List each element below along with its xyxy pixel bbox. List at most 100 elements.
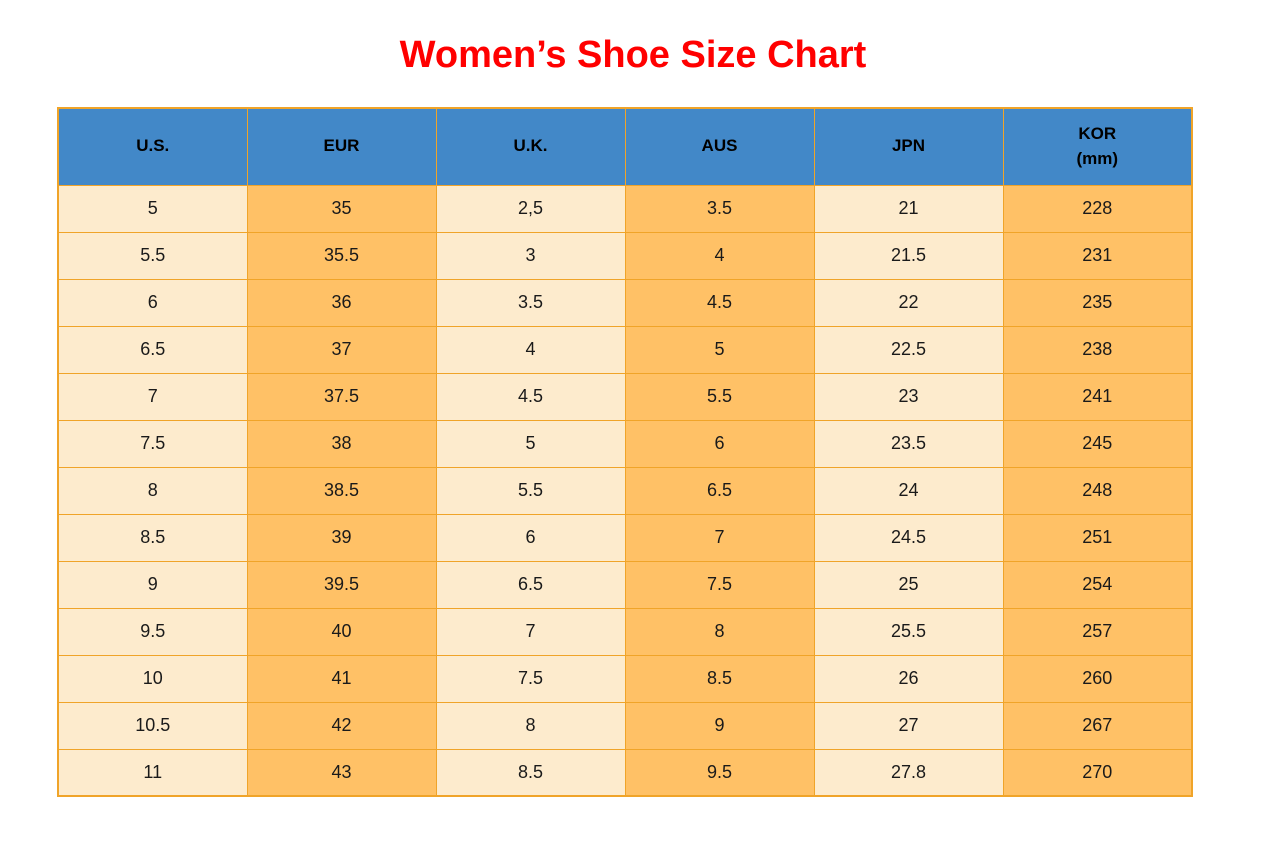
table-cell: 7.5 xyxy=(624,560,815,609)
table-row: 5.5 35.5 3 4 21.5 231 xyxy=(57,231,1193,280)
table-cell: 21 xyxy=(813,184,1004,233)
table-cell: 35 xyxy=(246,184,437,233)
column-header-aus-label: AUS xyxy=(701,136,738,156)
table-cell: 7 xyxy=(57,372,248,421)
table-cell: 41 xyxy=(246,654,437,703)
table-header: U.S. EUR U.K. AUS JPN KOR (mm) xyxy=(57,107,1193,186)
table-cell: 5.5 xyxy=(435,466,626,515)
table-cell: 40 xyxy=(246,607,437,656)
table-row: 7.5 38 5 6 23.5 245 xyxy=(57,419,1193,468)
table-cell: 7.5 xyxy=(435,654,626,703)
table-cell: 8 xyxy=(624,607,815,656)
table-cell: 8 xyxy=(57,466,248,515)
table-cell: 235 xyxy=(1002,278,1193,327)
table-cell: 10.5 xyxy=(57,701,248,750)
table-cell: 257 xyxy=(1002,607,1193,656)
table-row: 8.5 39 6 7 24.5 251 xyxy=(57,513,1193,562)
table-cell: 39.5 xyxy=(246,560,437,609)
table-cell: 10 xyxy=(57,654,248,703)
table-cell: 38 xyxy=(246,419,437,468)
table-cell: 260 xyxy=(1002,654,1193,703)
table-row: 8 38.5 5.5 6.5 24 248 xyxy=(57,466,1193,515)
table-cell: 23 xyxy=(813,372,1004,421)
table-cell: 241 xyxy=(1002,372,1193,421)
table-cell: 6.5 xyxy=(624,466,815,515)
table-cell: 4 xyxy=(435,325,626,374)
table-row: 11 43 8.5 9.5 27.8 270 xyxy=(57,748,1193,797)
table-cell: 24.5 xyxy=(813,513,1004,562)
column-header-kor-label: KOR xyxy=(1078,124,1117,144)
table-row: 9.5 40 7 8 25.5 257 xyxy=(57,607,1193,656)
table-row: 10.5 42 8 9 27 267 xyxy=(57,701,1193,750)
column-header-uk-label: U.K. xyxy=(513,136,548,156)
table-cell: 7.5 xyxy=(57,419,248,468)
table-cell: 9.5 xyxy=(57,607,248,656)
table-cell: 5 xyxy=(57,184,248,233)
table-row: 6.5 37 4 5 22.5 238 xyxy=(57,325,1193,374)
header-row: U.S. EUR U.K. AUS JPN KOR (mm) xyxy=(57,107,1193,186)
table-cell: 8 xyxy=(435,701,626,750)
column-header-eur-label: EUR xyxy=(323,136,360,156)
table-cell: 42 xyxy=(246,701,437,750)
table-row: 9 39.5 6.5 7.5 25 254 xyxy=(57,560,1193,609)
table-cell: 5 xyxy=(435,419,626,468)
column-header-us: U.S. xyxy=(57,107,248,186)
column-header-kor: KOR (mm) xyxy=(1002,107,1193,186)
table-row: 5 35 2,5 3.5 21 228 xyxy=(57,184,1193,233)
table-cell: 39 xyxy=(246,513,437,562)
column-header-us-label: U.S. xyxy=(136,136,170,156)
table-cell: 3.5 xyxy=(624,184,815,233)
table-cell: 25.5 xyxy=(813,607,1004,656)
page-title: Women’s Shoe Size Chart xyxy=(399,34,867,76)
table-cell: 38.5 xyxy=(246,466,437,515)
table-cell: 254 xyxy=(1002,560,1193,609)
table-cell: 4 xyxy=(624,231,815,280)
table-cell: 11 xyxy=(57,748,248,797)
table-cell: 24 xyxy=(813,466,1004,515)
table-cell: 21.5 xyxy=(813,231,1004,280)
table-cell: 248 xyxy=(1002,466,1193,515)
table-cell: 27.8 xyxy=(813,748,1004,797)
table-cell: 9 xyxy=(57,560,248,609)
column-header-jpn: JPN xyxy=(813,107,1004,186)
table-cell: 22.5 xyxy=(813,325,1004,374)
table-cell: 3.5 xyxy=(435,278,626,327)
table-cell: 231 xyxy=(1002,231,1193,280)
table-cell: 7 xyxy=(435,607,626,656)
table-row: 7 37.5 4.5 5.5 23 241 xyxy=(57,372,1193,421)
table-cell: 6.5 xyxy=(435,560,626,609)
table-cell: 22 xyxy=(813,278,1004,327)
column-header-kor-unit: (mm) xyxy=(1076,148,1119,168)
table-cell: 6 xyxy=(624,419,815,468)
column-header-aus: AUS xyxy=(624,107,815,186)
table-cell: 37 xyxy=(246,325,437,374)
table-cell: 245 xyxy=(1002,419,1193,468)
table-cell: 27 xyxy=(813,701,1004,750)
table-cell: 5.5 xyxy=(624,372,815,421)
table-cell: 5 xyxy=(624,325,815,374)
table-cell: 8.5 xyxy=(435,748,626,797)
table-cell: 9.5 xyxy=(624,748,815,797)
table-cell: 2,5 xyxy=(435,184,626,233)
table-cell: 3 xyxy=(435,231,626,280)
table-cell: 228 xyxy=(1002,184,1193,233)
table-cell: 251 xyxy=(1002,513,1193,562)
table-cell: 9 xyxy=(624,701,815,750)
column-header-uk: U.K. xyxy=(435,107,626,186)
table-cell: 36 xyxy=(246,278,437,327)
table-cell: 6.5 xyxy=(57,325,248,374)
table-row: 6 36 3.5 4.5 22 235 xyxy=(57,278,1193,327)
table-cell: 5.5 xyxy=(57,231,248,280)
table-cell: 270 xyxy=(1002,748,1193,797)
table-row: 10 41 7.5 8.5 26 260 xyxy=(57,654,1193,703)
table-cell: 267 xyxy=(1002,701,1193,750)
column-header-eur: EUR xyxy=(246,107,437,186)
table-body: 5 35 2,5 3.5 21 228 5.5 35.5 3 4 21.5 231 6 36 3.5 4.5 2… xyxy=(57,184,1193,797)
table-cell: 8.5 xyxy=(624,654,815,703)
table-cell: 7 xyxy=(624,513,815,562)
table-cell: 4.5 xyxy=(624,278,815,327)
table-cell: 4.5 xyxy=(435,372,626,421)
table-cell: 238 xyxy=(1002,325,1193,374)
table-cell: 6 xyxy=(435,513,626,562)
